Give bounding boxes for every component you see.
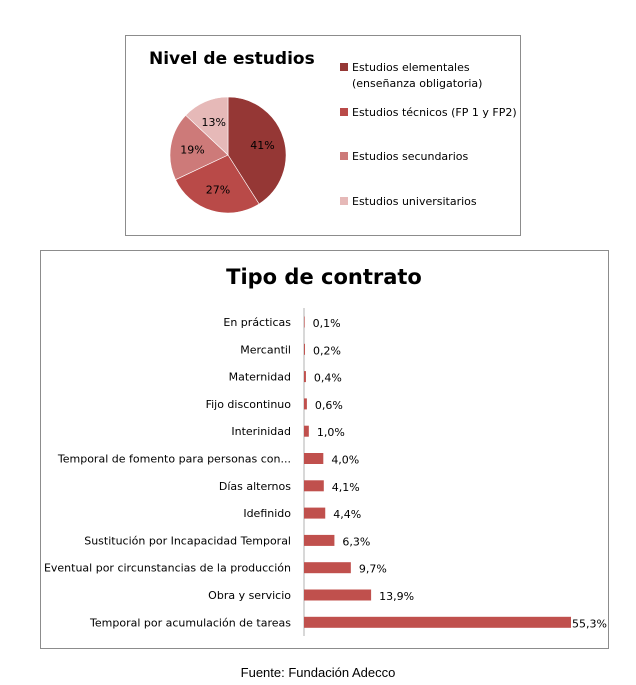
- pie-chart-svg: Nivel de estudios 41% 27% 19% 13% Estudios e…: [149, 49, 517, 214]
- legend-label: Estudios universitarios: [352, 195, 477, 208]
- bar: [304, 616, 571, 628]
- bar: [304, 507, 326, 519]
- category-label: Sustitución por Incapacidad Temporal: [84, 534, 291, 547]
- source-caption: Fuente: Fundación Adecco: [240, 665, 396, 680]
- pie-slice: [185, 96, 229, 156]
- bar-data-label: 55,3%: [572, 617, 607, 630]
- legend-label: Estudios técnicos (FP 1 y FP2): [352, 106, 517, 119]
- category-label: Días alternos: [219, 480, 291, 493]
- category-label: Maternidad: [229, 371, 291, 384]
- category-label: Eventual por circunstancias de la produc…: [44, 562, 291, 575]
- pie-data-label: 13%: [201, 116, 225, 129]
- bar: [304, 425, 309, 437]
- bar-data-label: 0,1%: [313, 317, 341, 330]
- bar-data-label: 9,7%: [359, 563, 387, 576]
- pie-slice: [175, 154, 260, 214]
- category-label: Mercantil: [240, 343, 291, 356]
- category-label: Temporal por acumulación de tareas: [89, 616, 291, 629]
- bar: [304, 562, 351, 574]
- bar-chart-svg: Tipo de contrato En prácticas 0,1% Mercant…: [44, 265, 607, 636]
- bar-data-label: 4,4%: [333, 508, 361, 521]
- bar: [304, 343, 305, 355]
- bar-chart-tipo-contrato: Tipo de contrato En prácticas 0,1% Mercant…: [40, 250, 609, 649]
- bar-data-label: 0,6%: [315, 399, 343, 412]
- legend-swatch: [340, 108, 348, 116]
- pie-data-label: 27%: [206, 184, 230, 197]
- legend-label: (enseñanza obligatoria): [352, 77, 482, 90]
- pie-slice: [169, 114, 229, 181]
- bar-data-label: 4,0%: [331, 454, 359, 467]
- category-label: Temporal de fomento para personas con...: [57, 453, 291, 466]
- legend-swatch: [340, 63, 348, 71]
- bar: [304, 480, 324, 492]
- pie-data-label: 41%: [250, 139, 274, 152]
- bar-data-label: 6,3%: [342, 535, 370, 548]
- bar: [304, 589, 372, 601]
- pie-data-label: 19%: [180, 143, 204, 156]
- bar-data-label: 1,0%: [317, 426, 345, 439]
- legend-label: Estudios elementales: [352, 61, 470, 74]
- category-label: Obra y servicio: [208, 589, 291, 602]
- category-label: En prácticas: [223, 316, 291, 329]
- bar: [304, 534, 335, 546]
- category-label: Interinidad: [231, 425, 291, 438]
- bar: [304, 453, 324, 464]
- bar-data-label: 4,1%: [332, 481, 360, 494]
- bar-data-label: 0,2%: [313, 344, 341, 357]
- pie-chart-nivel-estudios: Nivel de estudios 41% 27% 19% 13% Estudios e…: [125, 35, 521, 236]
- bar-data-label: 0,4%: [314, 372, 342, 385]
- bar-data-label: 13,9%: [379, 590, 414, 603]
- legend-swatch: [340, 197, 348, 205]
- bar: [304, 398, 307, 410]
- bar: [304, 316, 305, 328]
- bar-chart-title: Tipo de contrato: [226, 265, 422, 289]
- pie-chart-title: Nivel de estudios: [149, 49, 315, 69]
- legend-label: Estudios secundarios: [352, 150, 468, 163]
- pie-slice: [227, 96, 287, 205]
- category-label: Fijo discontinuo: [206, 398, 292, 411]
- legend-swatch: [340, 152, 348, 160]
- bar: [304, 371, 306, 383]
- category-label: Idefinido: [243, 507, 291, 520]
